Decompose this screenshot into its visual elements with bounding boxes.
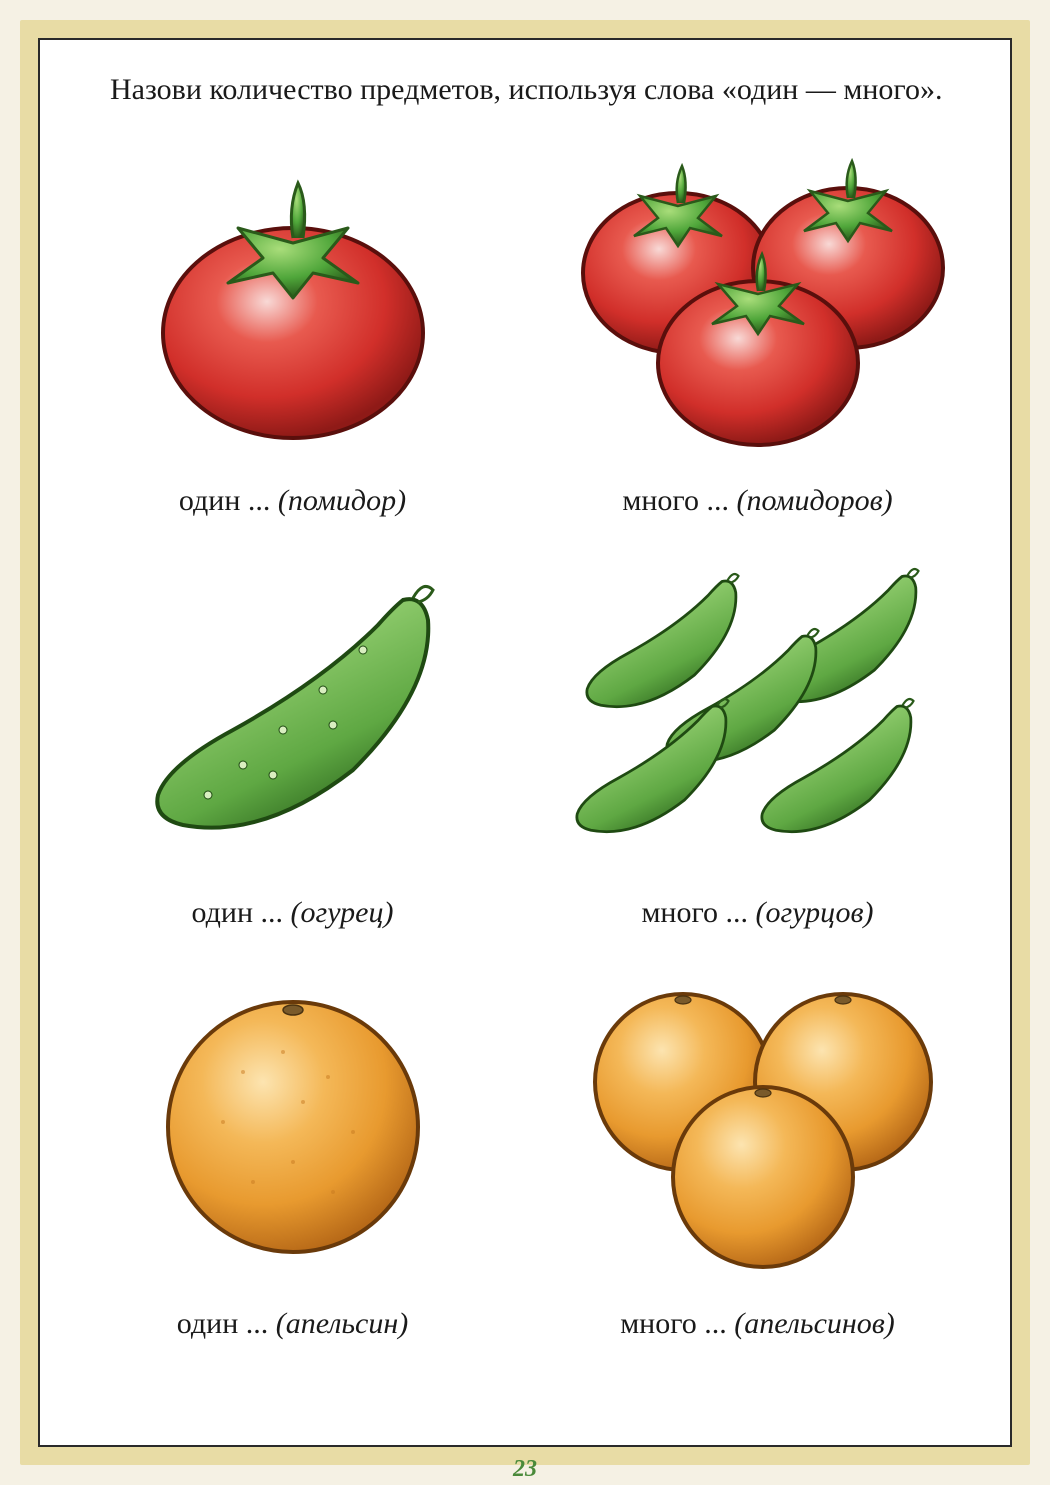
prefix: один ... [179, 484, 278, 517]
tomato-many-illustration [535, 121, 980, 477]
page-number: 23 [513, 1456, 537, 1483]
cucumber-many-illustration [535, 532, 980, 888]
cell-tomato-single: один ... (помидор) [70, 121, 515, 523]
prefix: один ... [192, 896, 291, 929]
prefix: много ... [622, 484, 736, 517]
answer: (огурцов) [756, 896, 874, 929]
cucumber-single-illustration [70, 532, 515, 888]
cell-orange-many: много ... (апельсинов) [535, 944, 980, 1346]
cell-orange-single: один ... (апельсин) [70, 944, 515, 1346]
cell-cucumber-many: много ... (огурцов) [535, 532, 980, 934]
caption-cucumber-single: один ... (огурец) [192, 888, 394, 934]
exercise-grid: один ... (помидор) [70, 121, 980, 1346]
cell-tomato-many: много ... (помидоров) [535, 121, 980, 523]
orange-many-illustration [535, 944, 980, 1300]
caption-orange-many: много ... (апельсинов) [620, 1299, 895, 1345]
page-content: Назови количество предметов, используя с… [38, 38, 1012, 1447]
tomato-single-illustration [70, 121, 515, 477]
caption-orange-single: один ... (апельсин) [177, 1299, 409, 1345]
cell-cucumber-single: один ... (огурец) [70, 532, 515, 934]
prefix: много ... [641, 896, 755, 929]
answer: (огурец) [291, 896, 394, 929]
caption-cucumber-many: много ... (огурцов) [641, 888, 873, 934]
caption-tomato-single: один ... (помидор) [179, 476, 406, 522]
caption-tomato-many: много ... (помидоров) [622, 476, 892, 522]
orange-single-illustration [70, 944, 515, 1300]
answer: (помидор) [278, 484, 406, 517]
answer: (апельсин) [276, 1307, 408, 1340]
prefix: один ... [177, 1307, 276, 1340]
answer: (помидоров) [736, 484, 892, 517]
instruction-text: Назови количество предметов, используя с… [70, 70, 980, 111]
prefix: много ... [620, 1307, 734, 1340]
answer: (апельсинов) [734, 1307, 895, 1340]
page-border: Назови количество предметов, используя с… [20, 20, 1030, 1465]
